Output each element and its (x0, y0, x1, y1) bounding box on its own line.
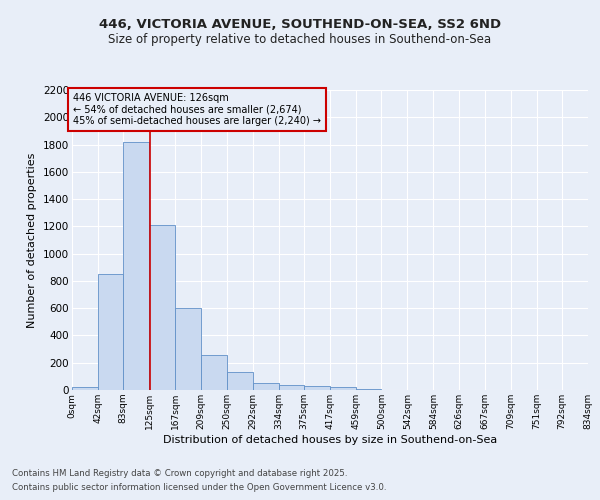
Bar (227, 372, 253, 390)
Bar (175, 308, 202, 390)
Text: Contains HM Land Registry data © Crown copyright and database right 2025.: Contains HM Land Registry data © Crown c… (12, 468, 347, 477)
Bar (149, 225, 175, 390)
Bar (330, 386, 356, 390)
Text: Contains public sector information licensed under the Open Government Licence v3: Contains public sector information licen… (12, 484, 386, 492)
Bar (253, 383, 278, 390)
Y-axis label: Number of detached properties: Number of detached properties (28, 152, 37, 328)
Text: Size of property relative to detached houses in Southend-on-Sea: Size of property relative to detached ho… (109, 32, 491, 46)
Text: 446 VICTORIA AVENUE: 126sqm
← 54% of detached houses are smaller (2,674)
45% of : 446 VICTORIA AVENUE: 126sqm ← 54% of det… (73, 92, 321, 126)
Bar (98, 274, 124, 390)
Bar (356, 388, 382, 390)
Text: 446, VICTORIA AVENUE, SOUTHEND-ON-SEA, SS2 6ND: 446, VICTORIA AVENUE, SOUTHEND-ON-SEA, S… (99, 18, 501, 30)
Bar (124, 142, 149, 390)
Bar (304, 386, 330, 390)
Bar (72, 386, 98, 390)
Bar (202, 354, 227, 390)
Bar (278, 384, 304, 390)
X-axis label: Distribution of detached houses by size in Southend-on-Sea: Distribution of detached houses by size … (163, 434, 497, 444)
